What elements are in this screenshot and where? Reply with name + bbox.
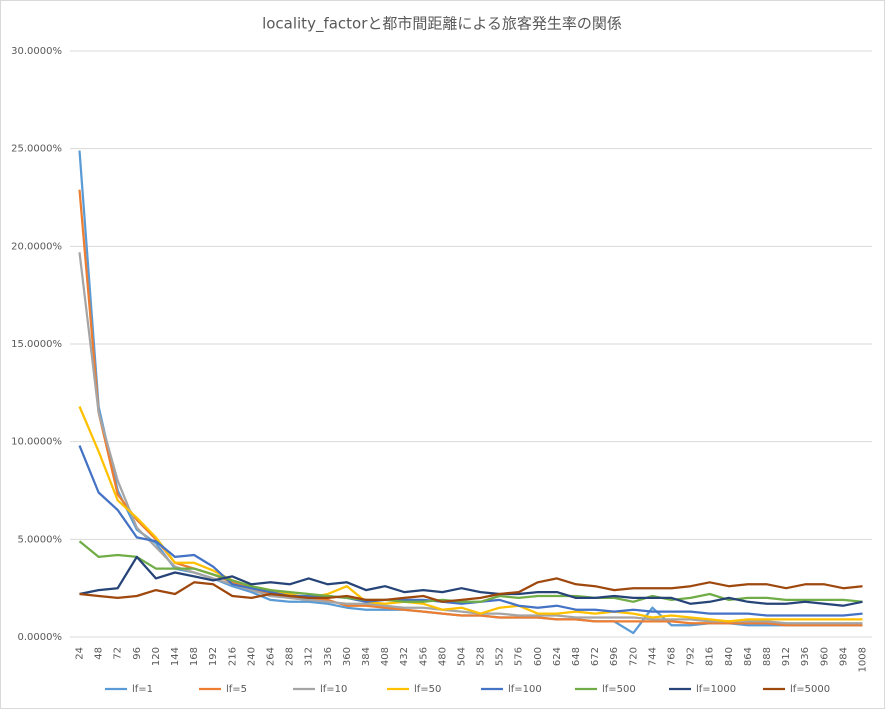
legend-label: lf=5000	[790, 684, 830, 695]
x-tick-label: 600	[533, 647, 544, 666]
x-tick-label: 72	[113, 647, 124, 660]
legend-label: lf=500	[602, 684, 636, 695]
x-tick-label: 552	[495, 647, 506, 666]
x-tick-label: 336	[323, 647, 334, 666]
x-tick-label: 792	[686, 647, 697, 666]
x-tick-label: 96	[132, 647, 143, 660]
legend-label: lf=5	[226, 684, 247, 695]
y-tick-label: 30.0000%	[11, 46, 62, 57]
x-tick-label: 840	[724, 647, 735, 666]
x-tick-label: 696	[609, 647, 620, 666]
x-tick-label: 168	[189, 647, 200, 666]
x-tick-label: 912	[781, 647, 792, 666]
x-tick-label: 864	[743, 647, 754, 666]
x-tick-label: 504	[456, 647, 467, 666]
x-tick-label: 432	[399, 647, 410, 666]
x-tick-label: 360	[342, 647, 353, 666]
x-tick-label: 744	[647, 647, 658, 666]
x-tick-label: 288	[285, 647, 296, 666]
y-tick-label: 20.0000%	[11, 241, 62, 252]
y-tick-label: 0.0000%	[18, 632, 63, 643]
legend-label: lf=50	[414, 684, 441, 695]
x-tick-label: 672	[590, 647, 601, 666]
x-tick-label: 888	[762, 647, 773, 666]
y-tick-label: 10.0000%	[11, 437, 62, 448]
x-tick-label: 456	[418, 647, 429, 666]
x-tick-label: 936	[800, 647, 811, 666]
x-tick-label: 24	[75, 647, 86, 660]
x-tick-label: 576	[514, 647, 525, 666]
legend-label: lf=100	[508, 684, 542, 695]
x-tick-label: 312	[304, 647, 315, 666]
x-tick-label: 384	[361, 647, 372, 666]
x-tick-label: 528	[476, 647, 487, 666]
series-line	[79, 555, 863, 607]
x-tick-label: 648	[571, 647, 582, 666]
x-tick-label: 120	[151, 647, 162, 666]
y-tick-label: 5.0000%	[18, 534, 63, 545]
x-tick-label: 768	[667, 647, 678, 666]
x-tick-label: 240	[246, 647, 257, 666]
x-tick-label: 1008	[857, 647, 868, 672]
legend-label: lf=10	[320, 684, 347, 695]
legend-label: lf=1000	[696, 684, 736, 695]
legend-label: lf=1	[132, 684, 153, 695]
y-tick-label: 25.0000%	[11, 144, 62, 155]
x-tick-label: 984	[838, 647, 849, 666]
x-tick-label: 192	[208, 647, 219, 666]
series-line	[79, 577, 863, 603]
x-tick-label: 480	[437, 647, 448, 666]
x-tick-label: 960	[819, 647, 830, 666]
x-tick-label: 48	[94, 647, 105, 660]
x-tick-label: 408	[380, 647, 391, 666]
x-tick-label: 144	[170, 647, 181, 666]
series-line	[78, 406, 863, 623]
x-tick-label: 816	[705, 647, 716, 666]
x-tick-label: 624	[552, 647, 563, 666]
x-tick-label: 264	[266, 647, 277, 666]
y-tick-label: 15.0000%	[11, 339, 62, 350]
x-tick-label: 216	[227, 647, 238, 666]
x-tick-label: 720	[628, 647, 639, 666]
chart-title: locality_factorと都市間距離による旅客発生率の関係	[262, 15, 622, 34]
